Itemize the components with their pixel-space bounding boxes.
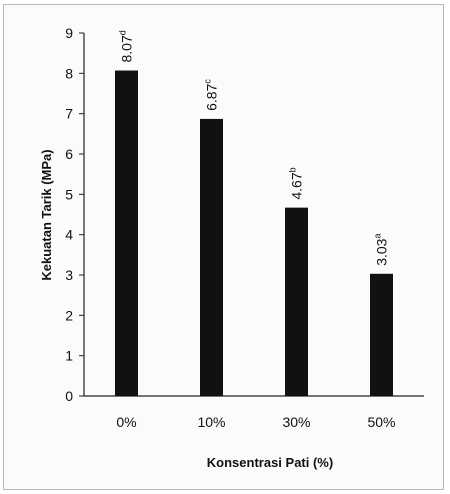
x-axis-title: Konsentrasi Pati (%) xyxy=(207,455,333,470)
data-label-superscript: b xyxy=(288,167,298,172)
y-tick-label: 8 xyxy=(65,65,73,81)
y-tick-label: 1 xyxy=(65,348,73,364)
chart-axes xyxy=(83,33,424,397)
bar xyxy=(115,70,138,396)
data-label: 8.07d xyxy=(118,30,135,62)
y-tick-label: 7 xyxy=(65,106,73,122)
data-label-value: 8.07 xyxy=(119,35,135,62)
data-label-superscript: a xyxy=(373,234,383,239)
data-label-text: 8.07d xyxy=(118,30,135,62)
data-label-value: 3.03 xyxy=(374,238,390,265)
y-axis-title: Kekuatan Tarik (MPa) xyxy=(39,149,54,280)
bar xyxy=(285,207,308,396)
data-label-value: 6.87 xyxy=(204,83,220,110)
bar xyxy=(200,118,223,396)
x-tick-label: 10% xyxy=(197,414,225,430)
data-label-text: 6.87c xyxy=(203,79,220,111)
y-tick-label: 3 xyxy=(65,267,73,283)
data-label-text: 4.67b xyxy=(288,167,305,199)
y-tick-label: 9 xyxy=(65,25,73,41)
chart-frame xyxy=(3,4,444,490)
data-label-superscript: d xyxy=(118,30,128,35)
data-label-value: 4.67 xyxy=(289,172,305,199)
y-tick-label: 2 xyxy=(65,307,73,323)
data-label: 6.87c xyxy=(203,79,220,111)
bars xyxy=(115,70,393,396)
y-tick-label: 4 xyxy=(65,227,73,243)
x-tick-label: 50% xyxy=(367,414,395,430)
data-label-superscript: c xyxy=(203,79,213,84)
x-axis-categories: 0% 10% 30% 50% xyxy=(116,414,395,430)
y-tick-label: 6 xyxy=(65,146,73,162)
x-tick-label: 30% xyxy=(282,414,310,430)
x-tick-label: 0% xyxy=(116,414,136,430)
data-labels: 8.07d 6.87c 4.67b 3.03a xyxy=(118,30,390,266)
bar xyxy=(370,273,393,396)
y-tick-label: 5 xyxy=(65,186,73,202)
data-label-text: 3.03a xyxy=(373,234,390,266)
data-label: 4.67b xyxy=(288,167,305,199)
y-tick-label: 0 xyxy=(65,388,73,404)
data-label: 3.03a xyxy=(373,234,390,266)
y-axis-ticks: 0 1 2 3 4 5 6 7 8 9 xyxy=(65,25,84,404)
